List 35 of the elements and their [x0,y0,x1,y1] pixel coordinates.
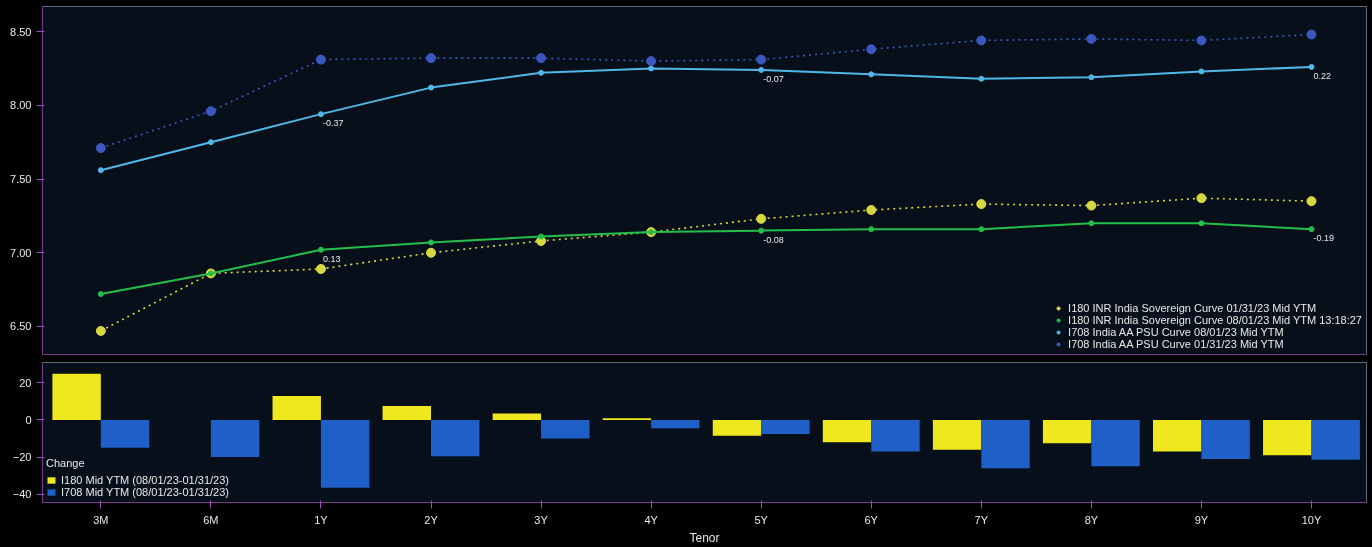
annotation: -0.37 [322,118,344,129]
x-tick-label: 10Y [1301,513,1322,526]
x-tick-label: 5Y [754,513,769,526]
x-tick-label: 2Y [424,513,439,526]
annotation: -0.08 [763,234,784,245]
y-tick-label: 8.50 [10,25,32,38]
x-tick-label: 8Y [1084,513,1099,526]
y-tick-label: 7.50 [10,173,32,186]
x-tick-label: 3Y [534,513,549,526]
annotation: -0.07 [763,73,784,84]
x-axis-title: Tenor [689,530,720,545]
y-tick-label: −40 [12,488,32,501]
x-tick-label: 7Y [974,513,989,526]
y-tick-label: 7.00 [10,246,32,259]
legend-title: Change [46,457,86,469]
annotation: -0.19 [1313,233,1334,244]
y-tick-label: 6.50 [10,320,32,333]
legend-label: I180 INR India Sovereign Curve 01/31/23 Mid YTM [1068,302,1317,314]
x-tick-label: 6M [203,513,219,526]
annotation: 0.13 [322,253,341,264]
x-tick-label: 3M [93,513,109,526]
y-tick-label: −20 [12,451,32,464]
annotation: 0.22 [1313,70,1331,81]
y-tick-label: 20 [19,376,32,389]
legend-label: I180 INR India Sovereign Curve 08/01/23 Mid YTM 13:18:27 [1068,314,1362,326]
legend-label: I708 India AA PSU Curve 08/01/23 Mid YTM [1068,326,1284,338]
legend-label: I708 India AA PSU Curve 01/31/23 Mid YTM [1068,338,1284,350]
x-tick-label: 9Y [1194,513,1209,526]
legend-label: I180 Mid YTM (08/01/23-01/31/23) [61,474,229,486]
x-tick-label: 1Y [314,513,329,526]
y-tick-label: 8.00 [10,99,32,112]
x-tick-label: 6Y [864,513,879,526]
legend-label: I708 Mid YTM (08/01/23-01/31/23) [61,486,229,498]
x-tick-label: 4Y [644,513,659,526]
y-tick-label: 0 [25,413,32,426]
